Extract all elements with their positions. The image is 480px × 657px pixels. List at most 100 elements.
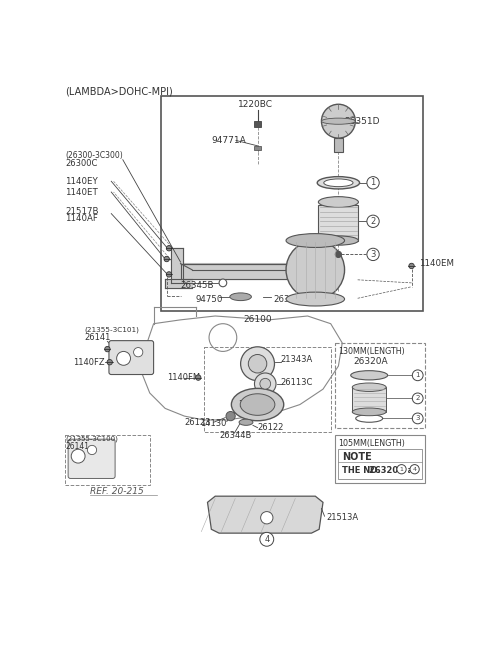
Circle shape bbox=[286, 240, 345, 299]
Text: 1140EM: 1140EM bbox=[419, 259, 454, 268]
Text: 1140FM: 1140FM bbox=[168, 373, 201, 382]
Circle shape bbox=[166, 272, 172, 277]
Text: 26320A :: 26320A : bbox=[369, 466, 411, 475]
Ellipse shape bbox=[231, 388, 284, 420]
Text: 14130: 14130 bbox=[238, 400, 262, 409]
Text: 26123: 26123 bbox=[185, 418, 211, 427]
Circle shape bbox=[410, 464, 419, 474]
Text: NOTE: NOTE bbox=[342, 452, 372, 463]
FancyBboxPatch shape bbox=[68, 439, 115, 478]
Circle shape bbox=[248, 355, 267, 373]
Text: 3: 3 bbox=[416, 415, 420, 421]
Text: 21343A: 21343A bbox=[281, 355, 313, 363]
Bar bbox=[335, 343, 425, 428]
Polygon shape bbox=[180, 263, 327, 270]
Circle shape bbox=[397, 464, 406, 474]
Circle shape bbox=[409, 263, 414, 269]
Text: 26122: 26122 bbox=[258, 423, 284, 432]
Text: 26113C: 26113C bbox=[281, 378, 313, 387]
Circle shape bbox=[336, 252, 341, 258]
Text: 2: 2 bbox=[371, 217, 376, 226]
Text: 26345B: 26345B bbox=[180, 281, 214, 290]
Text: 21513A: 21513A bbox=[327, 513, 359, 522]
Text: 26320A: 26320A bbox=[354, 357, 388, 366]
Bar bbox=[334, 138, 343, 152]
Text: THE NO.: THE NO. bbox=[342, 466, 381, 475]
Circle shape bbox=[367, 248, 379, 261]
Circle shape bbox=[367, 215, 379, 227]
Text: 105MM(LENGTH): 105MM(LENGTH) bbox=[338, 439, 405, 448]
Circle shape bbox=[195, 375, 201, 380]
Bar bbox=[65, 436, 150, 486]
Circle shape bbox=[260, 532, 274, 546]
Circle shape bbox=[133, 348, 143, 357]
Bar bbox=[161, 96, 423, 311]
Circle shape bbox=[412, 393, 423, 404]
Ellipse shape bbox=[318, 236, 359, 245]
Text: 1220BC: 1220BC bbox=[238, 101, 273, 110]
Ellipse shape bbox=[286, 292, 345, 306]
Text: 1: 1 bbox=[400, 466, 404, 472]
Ellipse shape bbox=[317, 177, 360, 189]
Circle shape bbox=[164, 256, 169, 261]
Bar bbox=[254, 146, 261, 150]
Text: 94771A: 94771A bbox=[211, 136, 246, 145]
Bar bbox=[338, 449, 421, 479]
Ellipse shape bbox=[318, 196, 359, 208]
Polygon shape bbox=[165, 279, 192, 288]
Bar bbox=[318, 205, 359, 240]
Circle shape bbox=[105, 346, 110, 351]
Circle shape bbox=[87, 445, 96, 455]
Text: 1: 1 bbox=[371, 178, 376, 187]
Ellipse shape bbox=[352, 383, 386, 392]
Polygon shape bbox=[180, 263, 315, 279]
Text: 1140FZ: 1140FZ bbox=[73, 357, 104, 367]
Ellipse shape bbox=[239, 419, 253, 425]
Circle shape bbox=[226, 411, 235, 420]
Text: (LAMBDA>DOHC-MPI): (LAMBDA>DOHC-MPI) bbox=[65, 87, 173, 97]
Circle shape bbox=[219, 279, 227, 286]
Text: 21517B: 21517B bbox=[65, 207, 98, 215]
Text: 4: 4 bbox=[413, 466, 417, 472]
Text: 26300C: 26300C bbox=[65, 159, 97, 168]
Circle shape bbox=[107, 359, 112, 365]
FancyBboxPatch shape bbox=[109, 340, 154, 374]
Bar bbox=[335, 436, 425, 483]
Circle shape bbox=[261, 512, 273, 524]
Text: 130MM(LENGTH): 130MM(LENGTH) bbox=[338, 347, 405, 356]
Text: 4: 4 bbox=[264, 535, 269, 544]
Text: 26344B: 26344B bbox=[219, 431, 252, 440]
Circle shape bbox=[412, 370, 423, 380]
Circle shape bbox=[260, 378, 271, 389]
Polygon shape bbox=[207, 496, 323, 533]
Circle shape bbox=[254, 373, 276, 395]
Text: 26343S: 26343S bbox=[273, 294, 306, 304]
Circle shape bbox=[117, 351, 131, 365]
Circle shape bbox=[240, 347, 275, 380]
Text: 1140AF: 1140AF bbox=[65, 214, 98, 223]
Text: 3: 3 bbox=[371, 250, 376, 259]
Text: 14130: 14130 bbox=[200, 419, 227, 428]
Bar bbox=[352, 387, 386, 412]
Ellipse shape bbox=[240, 394, 275, 415]
Ellipse shape bbox=[322, 118, 355, 124]
Ellipse shape bbox=[286, 234, 345, 248]
Text: (21355-3C100): (21355-3C100) bbox=[65, 436, 118, 442]
Text: (26300-3C300): (26300-3C300) bbox=[65, 151, 123, 160]
Ellipse shape bbox=[324, 179, 353, 187]
Text: ~: ~ bbox=[407, 466, 415, 476]
Text: REF. 20-215: REF. 20-215 bbox=[90, 487, 144, 496]
Polygon shape bbox=[171, 248, 183, 283]
Text: 26351D: 26351D bbox=[345, 117, 380, 125]
Circle shape bbox=[166, 246, 172, 251]
Circle shape bbox=[71, 449, 85, 463]
Ellipse shape bbox=[352, 408, 386, 416]
Text: 1: 1 bbox=[416, 373, 420, 378]
Bar bbox=[254, 121, 261, 127]
Text: 2: 2 bbox=[416, 396, 420, 401]
Text: (21355-3C101): (21355-3C101) bbox=[84, 327, 139, 333]
Circle shape bbox=[322, 104, 355, 138]
Text: 1140ET: 1140ET bbox=[65, 187, 98, 196]
Text: 1140EY: 1140EY bbox=[65, 177, 98, 186]
Text: 26141: 26141 bbox=[84, 333, 111, 342]
